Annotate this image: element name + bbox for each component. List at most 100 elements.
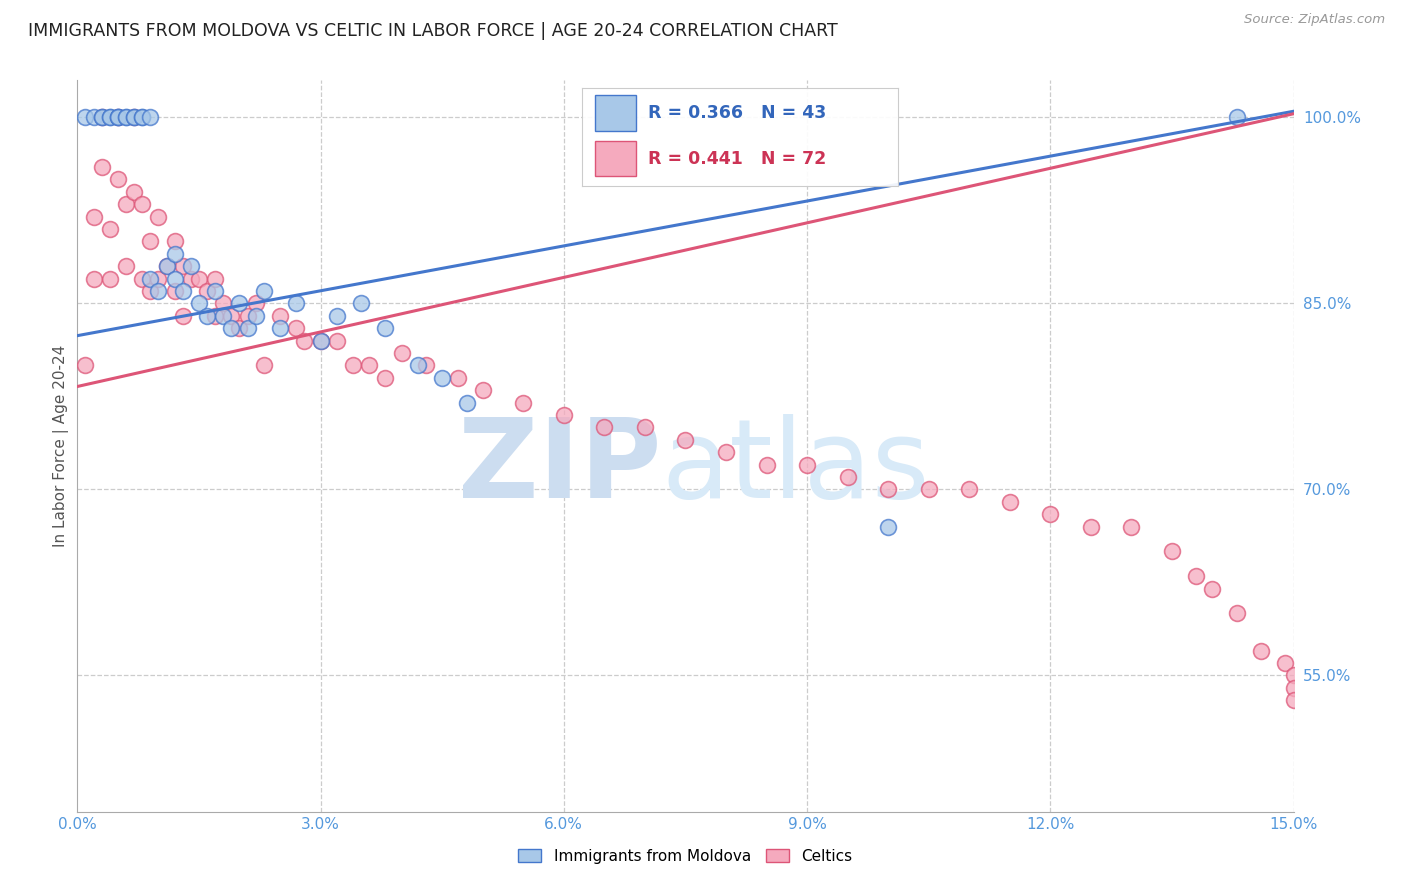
- Point: [122, 111, 145, 125]
- Point: [139, 235, 162, 249]
- Point: [163, 235, 186, 249]
- Point: [593, 420, 616, 434]
- Point: [204, 284, 226, 298]
- Point: [148, 271, 170, 285]
- Point: [212, 309, 235, 323]
- Point: [115, 197, 138, 211]
- Point: [180, 271, 202, 285]
- Point: [90, 111, 112, 125]
- Point: [675, 433, 697, 447]
- Text: IMMIGRANTS FROM MOLDOVA VS CELTIC IN LABOR FORCE | AGE 20-24 CORRELATION CHART: IMMIGRANTS FROM MOLDOVA VS CELTIC IN LAB…: [28, 22, 838, 40]
- Point: [269, 321, 291, 335]
- Point: [1226, 111, 1249, 125]
- Point: [471, 383, 494, 397]
- Point: [188, 271, 211, 285]
- Point: [75, 111, 97, 125]
- Point: [107, 111, 129, 125]
- Point: [131, 271, 153, 285]
- Point: [1039, 507, 1062, 521]
- Point: [447, 371, 470, 385]
- Point: [359, 359, 381, 373]
- Point: [83, 271, 105, 285]
- Point: [1080, 519, 1102, 533]
- Point: [350, 296, 373, 310]
- Point: [188, 296, 211, 310]
- Point: [122, 111, 145, 125]
- Point: [115, 259, 138, 273]
- Point: [90, 111, 112, 125]
- Point: [122, 185, 145, 199]
- Point: [131, 197, 153, 211]
- Point: [115, 111, 138, 125]
- Point: [406, 359, 429, 373]
- Point: [107, 172, 129, 186]
- Point: [326, 334, 349, 348]
- Point: [131, 111, 153, 125]
- Point: [115, 111, 138, 125]
- Point: [1250, 643, 1272, 657]
- Point: [195, 309, 218, 323]
- Point: [245, 309, 267, 323]
- Point: [553, 408, 575, 422]
- Point: [139, 271, 162, 285]
- Point: [236, 309, 259, 323]
- Point: [714, 445, 737, 459]
- Point: [877, 519, 900, 533]
- Point: [998, 495, 1021, 509]
- Point: [228, 296, 250, 310]
- Point: [131, 111, 153, 125]
- Point: [634, 420, 657, 434]
- Point: [374, 321, 396, 335]
- Point: [285, 321, 308, 335]
- Point: [163, 247, 186, 261]
- Point: [155, 259, 177, 273]
- Point: [83, 210, 105, 224]
- Point: [1274, 656, 1296, 670]
- Point: [204, 309, 226, 323]
- Point: [107, 111, 129, 125]
- Point: [1282, 681, 1305, 695]
- Point: [292, 334, 315, 348]
- Point: [1226, 607, 1249, 621]
- Point: [221, 321, 243, 335]
- Point: [796, 458, 818, 472]
- Point: [221, 309, 243, 323]
- Legend: Immigrants from Moldova, Celtics: Immigrants from Moldova, Celtics: [512, 843, 859, 870]
- Point: [1201, 582, 1223, 596]
- Point: [245, 296, 267, 310]
- Point: [148, 210, 170, 224]
- Point: [456, 395, 478, 409]
- Point: [374, 371, 396, 385]
- Text: Source: ZipAtlas.com: Source: ZipAtlas.com: [1244, 13, 1385, 27]
- Point: [391, 346, 413, 360]
- Point: [342, 359, 364, 373]
- Point: [172, 309, 194, 323]
- Point: [309, 334, 332, 348]
- Point: [180, 259, 202, 273]
- Point: [90, 111, 112, 125]
- Point: [837, 470, 859, 484]
- Point: [918, 483, 941, 497]
- Point: [155, 259, 177, 273]
- Point: [83, 111, 105, 125]
- Point: [1185, 569, 1208, 583]
- Point: [269, 309, 291, 323]
- Point: [163, 284, 186, 298]
- Point: [75, 359, 97, 373]
- Point: [98, 271, 121, 285]
- Point: [148, 284, 170, 298]
- Point: [107, 111, 129, 125]
- Point: [1161, 544, 1184, 558]
- Point: [212, 296, 235, 310]
- Point: [122, 111, 145, 125]
- Point: [432, 371, 454, 385]
- Point: [755, 458, 778, 472]
- Point: [236, 321, 259, 335]
- Point: [139, 284, 162, 298]
- Point: [1121, 519, 1143, 533]
- Point: [107, 111, 129, 125]
- Text: ZIP: ZIP: [458, 415, 661, 522]
- Point: [228, 321, 250, 335]
- Point: [98, 111, 121, 125]
- Point: [163, 271, 186, 285]
